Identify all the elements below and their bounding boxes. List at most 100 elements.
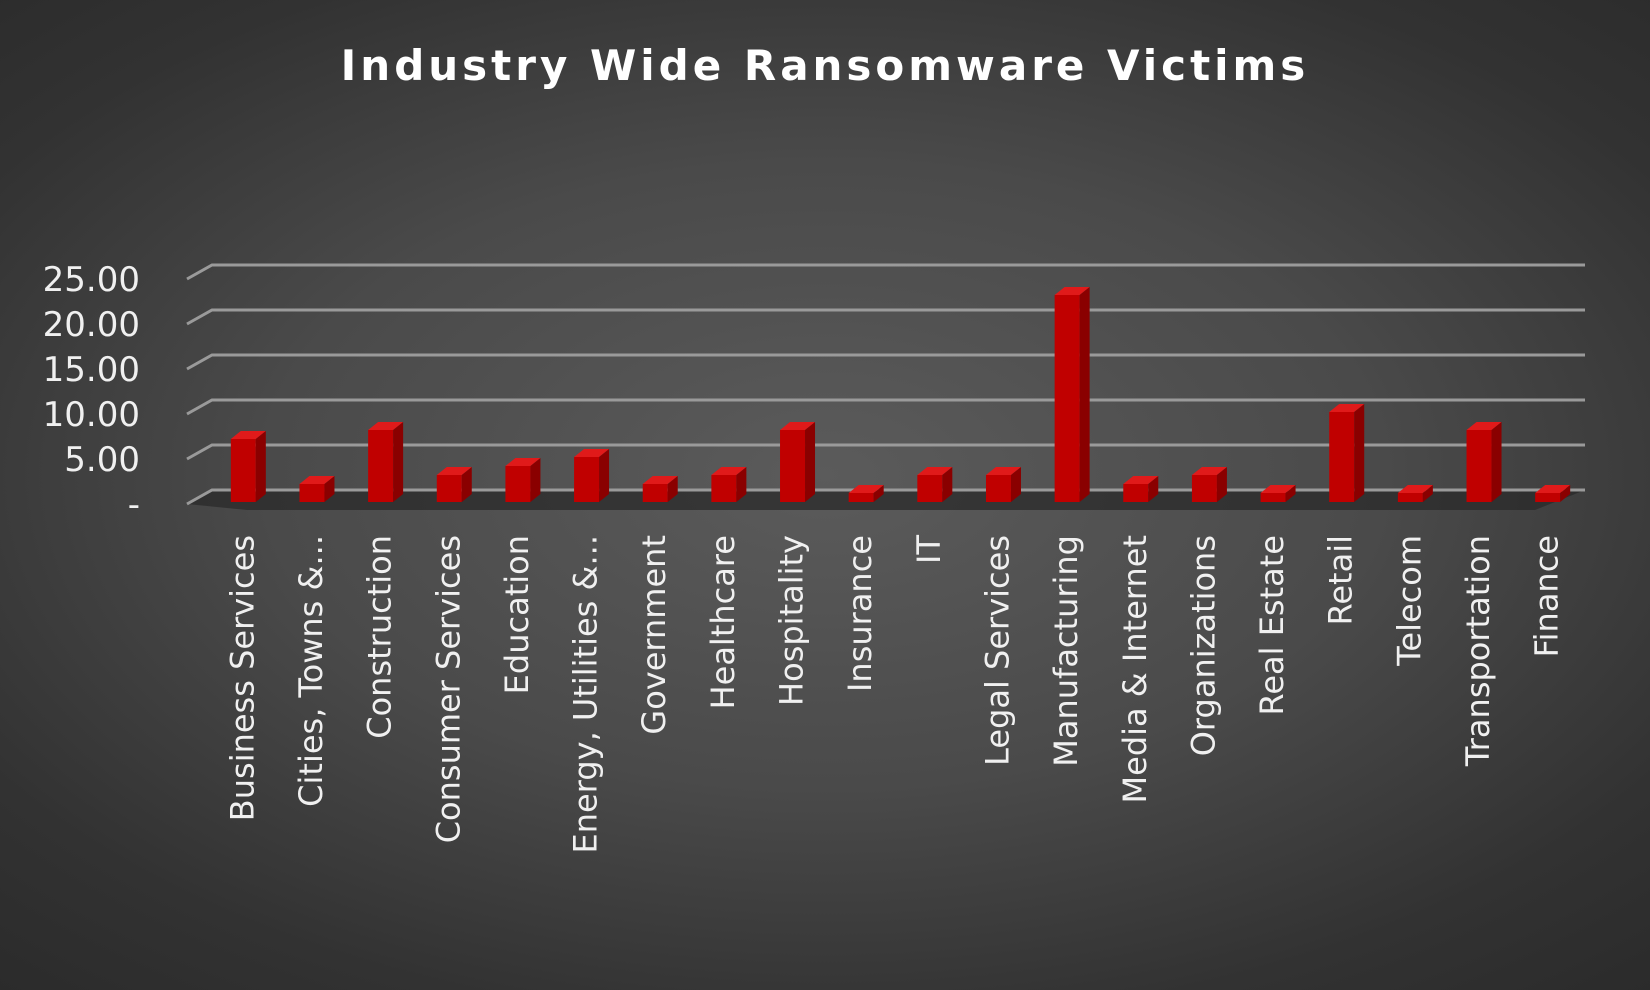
bar-side bbox=[736, 467, 747, 502]
x-tick-label: Education bbox=[498, 535, 536, 694]
bar-top bbox=[505, 458, 541, 466]
bar-side bbox=[942, 467, 953, 502]
bar bbox=[1191, 467, 1227, 502]
bar-side bbox=[461, 467, 472, 502]
bar bbox=[985, 467, 1021, 502]
gridline bbox=[186, 398, 1585, 416]
bar-front bbox=[780, 430, 806, 502]
bars bbox=[230, 287, 1571, 502]
bar bbox=[368, 422, 404, 502]
bar-side bbox=[1216, 467, 1227, 502]
bar-front bbox=[985, 475, 1011, 502]
bar-front bbox=[1123, 484, 1149, 502]
x-tick-label: Hospitality bbox=[773, 535, 811, 706]
bar bbox=[299, 476, 335, 502]
bar-top bbox=[368, 422, 404, 430]
x-tick-label: Transportation bbox=[1459, 535, 1497, 767]
bar-front bbox=[1054, 295, 1080, 502]
bar bbox=[574, 449, 610, 502]
bar-front bbox=[1329, 412, 1355, 502]
bar bbox=[1054, 287, 1090, 502]
bar-top bbox=[917, 467, 953, 475]
bar-front bbox=[642, 484, 668, 502]
x-tick-label: Manufacturing bbox=[1047, 535, 1085, 767]
bar bbox=[848, 485, 884, 502]
x-axis: Business Services Cities, Towns &... Const… bbox=[223, 535, 1565, 854]
y-tick-label: 25.00 bbox=[43, 260, 140, 300]
bar-side bbox=[1560, 485, 1571, 502]
bar-front bbox=[1260, 493, 1286, 502]
y-tick-label: 20.00 bbox=[43, 305, 140, 345]
bar-side bbox=[1285, 485, 1296, 502]
gridline bbox=[186, 443, 1585, 461]
bar-side bbox=[1079, 287, 1090, 502]
x-tick-label: Retail bbox=[1322, 535, 1360, 625]
bar-top bbox=[1123, 476, 1159, 484]
bar-front bbox=[1397, 493, 1423, 502]
x-tick-label: Legal Services bbox=[978, 535, 1016, 766]
x-tick-label: Media & Internet bbox=[1116, 535, 1154, 803]
bar-top bbox=[1054, 287, 1090, 295]
x-tick-label: Energy, Utilities &... bbox=[567, 535, 605, 853]
bar-side bbox=[599, 449, 610, 502]
bar bbox=[1123, 476, 1159, 502]
bar bbox=[780, 422, 816, 502]
bar-front bbox=[848, 493, 874, 502]
bar-front bbox=[230, 439, 256, 502]
y-tick-label: 10.00 bbox=[43, 395, 140, 435]
bar bbox=[1329, 404, 1365, 502]
x-tick-label: Government bbox=[635, 535, 673, 735]
x-tick-label: Business Services bbox=[223, 535, 261, 821]
bar-front bbox=[505, 466, 531, 502]
bar-front bbox=[711, 475, 737, 502]
bar bbox=[1535, 485, 1571, 502]
bar-side bbox=[255, 431, 266, 502]
bar-top bbox=[1191, 467, 1227, 475]
bar-side bbox=[1491, 422, 1502, 502]
bar bbox=[711, 467, 747, 502]
bar-top bbox=[985, 467, 1021, 475]
x-tick-label: Real Estate bbox=[1253, 535, 1291, 715]
bar-top bbox=[1466, 422, 1502, 430]
bar bbox=[1260, 485, 1296, 502]
bar-top bbox=[780, 422, 816, 430]
chart-title: Industry Wide Ransomware Victims bbox=[341, 41, 1310, 90]
x-tick-label: Healthcare bbox=[704, 535, 742, 709]
bar-front bbox=[436, 475, 462, 502]
bar-side bbox=[1422, 485, 1433, 502]
bar-top bbox=[436, 467, 472, 475]
bar-front bbox=[917, 475, 943, 502]
bar-side bbox=[1148, 476, 1159, 502]
bar-top bbox=[574, 449, 610, 457]
gridline bbox=[186, 353, 1585, 371]
bar-side bbox=[667, 476, 678, 502]
bar-top bbox=[711, 467, 747, 475]
bar bbox=[505, 458, 541, 502]
bar-top bbox=[1397, 485, 1433, 493]
x-tick-label: Telecom bbox=[1390, 535, 1428, 667]
bar-side bbox=[873, 485, 884, 502]
bar-top bbox=[1260, 485, 1296, 493]
bar-top bbox=[1535, 485, 1571, 493]
bar-top bbox=[642, 476, 678, 484]
bar bbox=[917, 467, 953, 502]
bar bbox=[1466, 422, 1502, 502]
bar bbox=[642, 476, 678, 502]
gridline bbox=[186, 263, 1585, 281]
gridline bbox=[186, 308, 1585, 326]
bar-top bbox=[1329, 404, 1365, 412]
bar-front bbox=[574, 457, 600, 502]
bar-side bbox=[1010, 467, 1021, 502]
x-tick-label: IT bbox=[910, 535, 948, 564]
y-tick-label: 15.00 bbox=[43, 350, 140, 390]
bar-top bbox=[848, 485, 884, 493]
bar-front bbox=[1535, 493, 1561, 502]
bar-side bbox=[393, 422, 404, 502]
x-tick-label: Consumer Services bbox=[429, 535, 467, 843]
x-tick-label: Construction bbox=[361, 535, 399, 739]
bar-side bbox=[805, 422, 816, 502]
bar bbox=[230, 431, 266, 502]
bar-front bbox=[1191, 475, 1217, 502]
y-tick-label: 5.00 bbox=[64, 440, 140, 480]
y-tick-label: - bbox=[128, 485, 140, 525]
